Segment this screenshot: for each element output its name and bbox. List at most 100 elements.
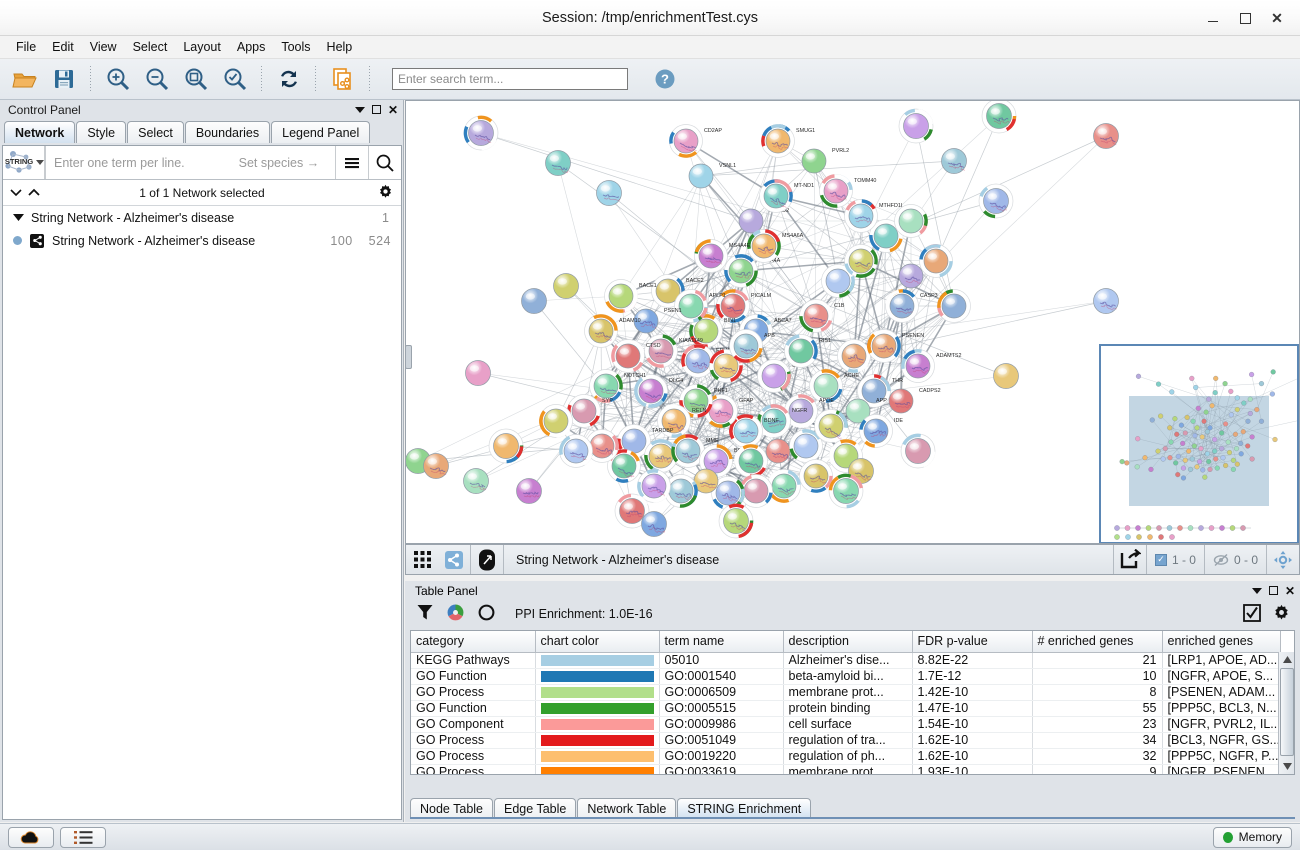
control-panel-dropdown-icon[interactable] (354, 106, 365, 113)
tab-network[interactable]: Network (4, 121, 76, 143)
zoom-selected-button[interactable] (177, 62, 214, 96)
tab-style[interactable]: Style (76, 121, 127, 143)
network-settings-button[interactable] (378, 184, 393, 202)
svg-text:APP: APP (876, 398, 887, 404)
maximize-button[interactable] (1230, 5, 1260, 31)
center-network-button[interactable] (1267, 545, 1299, 574)
cell-fdr-pvalue: 1.54E-10 (912, 716, 1033, 733)
col-enriched-genes[interactable]: enriched genes (1162, 631, 1281, 653)
cell-category: GO Process (411, 748, 536, 765)
svg-text:ABCA7: ABCA7 (774, 318, 792, 324)
close-button[interactable]: ✕ (1262, 5, 1292, 31)
zoom-fit-button[interactable] (216, 62, 253, 96)
grid-layout-button[interactable] (406, 545, 438, 574)
donut-chart-button[interactable] (478, 604, 495, 624)
scroll-down-button[interactable] (1279, 759, 1294, 774)
cloud-status-button[interactable] (8, 826, 54, 848)
pie-chart-icon (447, 604, 464, 621)
menu-apps[interactable]: Apps (236, 40, 266, 54)
table-row[interactable]: GO Process GO:0051049 regulation of tra...… (411, 732, 1281, 749)
table-row[interactable]: GO Function GO:0005515 protein binding 1.47… (411, 700, 1281, 717)
table-vertical-scrollbar[interactable] (1278, 652, 1294, 774)
export-button[interactable] (1114, 545, 1146, 574)
minimize-button[interactable] (1198, 5, 1228, 31)
expand-triangle-icon[interactable] (13, 213, 24, 222)
annotation-button[interactable] (471, 545, 503, 574)
table-panel-dropdown-icon[interactable] (1251, 587, 1262, 594)
network-view-canvas[interactable]: MT-ND2MT-ND1VSNL1CD2APMS4A4AMS4A6AMS4A4E… (405, 100, 1300, 544)
col-fdr-pvalue[interactable]: FDR p-value (912, 631, 1033, 653)
refresh-button[interactable] (270, 62, 307, 96)
expand-all-icon[interactable] (27, 187, 41, 199)
toolbar-separator-3 (315, 66, 316, 92)
panel-resize-handle[interactable] (405, 345, 412, 369)
col-description[interactable]: description (783, 631, 913, 653)
menu-help[interactable]: Help (326, 40, 353, 54)
table-settings-button[interactable] (1273, 604, 1290, 624)
tab-node-table[interactable]: Node Table (410, 798, 494, 819)
tab-select[interactable]: Select (127, 121, 184, 143)
tab-edge-table[interactable]: Edge Table (494, 798, 577, 819)
tab-boundaries[interactable]: Boundaries (184, 121, 271, 143)
string-query-input[interactable]: Enter one term per line. Set species → (45, 146, 335, 179)
menu-select[interactable]: Select (132, 40, 168, 54)
table-row[interactable]: KEGG Pathways 05010 Alzheimer's dise... 8.8… (411, 652, 1281, 669)
string-dropdown-caret-icon[interactable] (35, 160, 44, 165)
filter-button[interactable] (417, 604, 433, 624)
col-category[interactable]: category (411, 631, 536, 653)
selected-nodes-indicator: ✓ 1 - 0 (1147, 553, 1204, 567)
menu-edit[interactable]: Edit (52, 40, 74, 54)
control-panel-close-icon[interactable]: ✕ (387, 102, 398, 117)
set-species-link[interactable]: Set species → (238, 155, 320, 170)
svg-text:THR: THR (892, 378, 903, 384)
menu-view[interactable]: View (89, 40, 117, 54)
network-share-button[interactable] (438, 545, 470, 574)
help-button[interactable]: ? (646, 62, 683, 96)
cell-chart-color (535, 700, 660, 717)
col-enriched-count[interactable]: # enriched genes (1032, 631, 1163, 653)
menu-tools[interactable]: Tools (281, 40, 311, 54)
save-session-button[interactable] (45, 62, 82, 96)
search-input[interactable]: Enter search term... (392, 68, 628, 90)
table-panel-header: Table Panel ✕ (405, 581, 1300, 600)
memory-status-button[interactable]: Memory (1212, 826, 1292, 848)
enrichment-table-wrapper[interactable]: category chart color term name descripti… (410, 630, 1295, 775)
tab-string-enrichment[interactable]: STRING Enrichment (677, 798, 812, 819)
zoom-out-button[interactable] (138, 62, 175, 96)
chart-color-button[interactable] (447, 604, 464, 624)
network-item-row[interactable]: String Network - Alzheimer's disease 100… (3, 229, 401, 252)
table-row[interactable]: GO Function GO:0001540 beta-amyloid bi... 1… (411, 668, 1281, 685)
cell-fdr-pvalue: 1.93E-10 (912, 764, 1033, 774)
new-network-button[interactable] (324, 62, 361, 96)
scrollbar-thumb[interactable] (1280, 668, 1294, 756)
tab-network-table[interactable]: Network Table (577, 798, 677, 819)
birds-eye-view[interactable] (1099, 344, 1299, 543)
select-all-button[interactable] (1243, 603, 1261, 625)
table-panel-float-icon[interactable] (1268, 586, 1278, 595)
collapse-all-icon[interactable] (9, 187, 23, 199)
network-graph[interactable]: MT-ND2MT-ND1VSNL1CD2APMS4A4AMS4A6AMS4A4E… (406, 101, 1299, 543)
tab-legend-panel[interactable]: Legend Panel (271, 121, 371, 143)
zoom-in-icon (107, 68, 129, 91)
open-session-button[interactable] (6, 62, 43, 96)
string-search-button[interactable] (368, 146, 401, 179)
table-panel-close-icon[interactable]: ✕ (1284, 583, 1295, 598)
table-row[interactable]: GO Process GO:0019220 regulation of ph... 1… (411, 748, 1281, 765)
string-options-button[interactable] (335, 146, 368, 179)
application-status-bar: Memory (0, 823, 1300, 850)
title-bar: Session: /tmp/enrichmentTest.cys ✕ (0, 0, 1300, 36)
table-row[interactable]: GO Component GO:0009986 cell surface 1.54E-… (411, 716, 1281, 733)
control-panel-float-icon[interactable] (371, 105, 381, 114)
table-row[interactable]: GO Process GO:0006509 membrane prot... 1.42… (411, 684, 1281, 701)
scroll-up-button[interactable] (1279, 652, 1294, 667)
cell-enriched-count: 32 (1032, 748, 1163, 765)
task-list-button[interactable] (60, 826, 106, 848)
network-group-row[interactable]: String Network - Alzheimer's disease 1 (3, 206, 401, 229)
menu-file[interactable]: File (16, 40, 37, 54)
table-row[interactable]: GO Process GO:0033619 membrane prot... 1.93… (411, 764, 1281, 774)
zoom-in-button[interactable] (99, 62, 136, 96)
col-chart-color[interactable]: chart color (535, 631, 660, 653)
menu-layout[interactable]: Layout (183, 40, 221, 54)
col-term-name[interactable]: term name (659, 631, 784, 653)
string-logo-button[interactable]: STRING (3, 146, 45, 179)
